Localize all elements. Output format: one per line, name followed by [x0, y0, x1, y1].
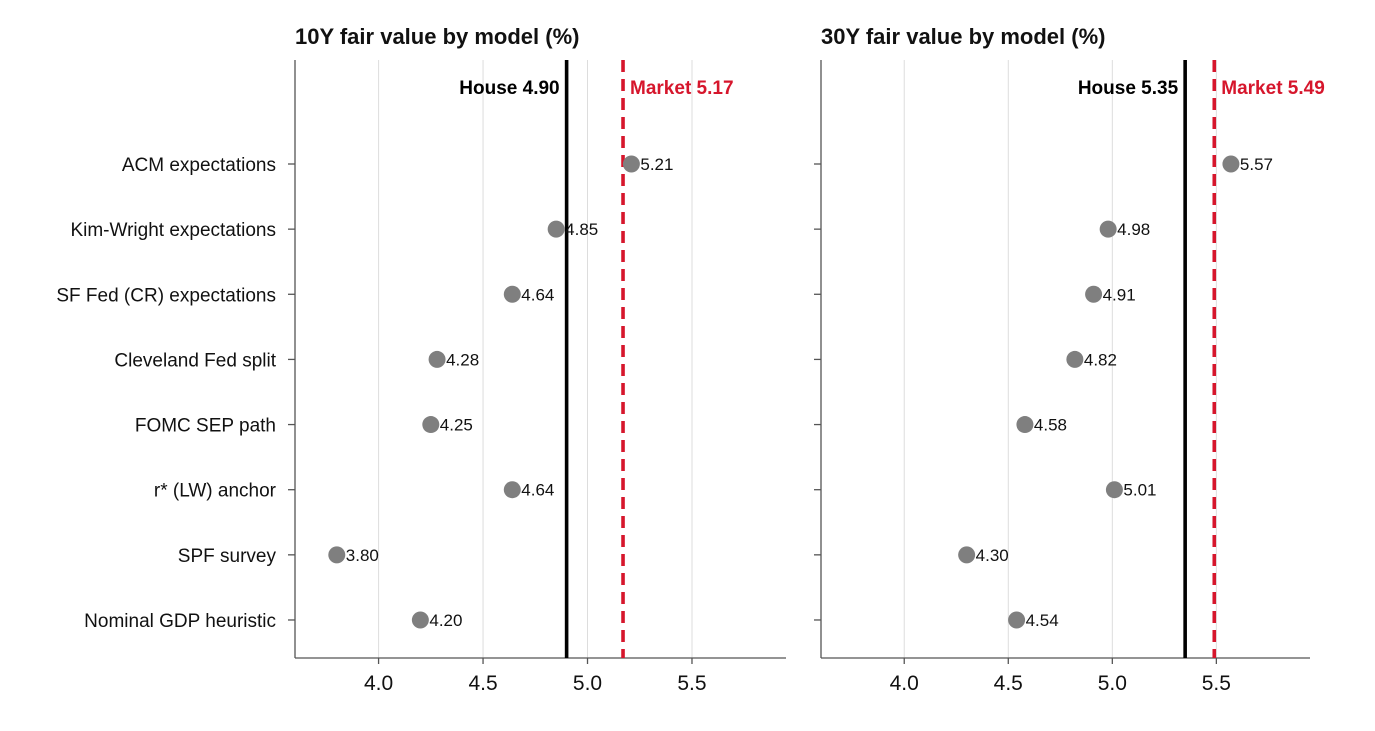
data-value-label: 5.21	[640, 155, 673, 174]
chart-title: 10Y fair value by model (%)	[295, 24, 579, 49]
data-value-label: 5.57	[1240, 155, 1273, 174]
data-point	[1066, 350, 1084, 368]
data-point	[328, 546, 346, 564]
category-label: Cleveland Fed split	[114, 350, 276, 371]
data-point	[1085, 285, 1103, 303]
x-tick-label: 5.0	[1098, 672, 1127, 695]
data-point	[428, 350, 446, 368]
data-point	[503, 481, 521, 499]
data-value-label: 4.64	[521, 481, 554, 500]
category-label: SPF survey	[178, 546, 277, 567]
data-point	[411, 611, 429, 629]
data-value-label: 5.01	[1123, 481, 1156, 500]
x-tick-label: 4.0	[364, 672, 393, 695]
data-value-label: 4.30	[976, 546, 1009, 565]
data-value-label: 4.20	[429, 611, 462, 630]
data-point	[547, 220, 565, 238]
category-label: r* (LW) anchor	[154, 481, 277, 502]
data-point	[958, 546, 976, 564]
data-point	[1016, 416, 1034, 434]
category-label: SF Fed (CR) expectations	[56, 285, 276, 306]
category-label: FOMC SEP path	[135, 416, 276, 437]
category-label: Kim-Wright expectations	[70, 220, 276, 241]
data-value-label: 4.58	[1034, 416, 1067, 435]
x-tick-label: 4.5	[468, 672, 497, 695]
data-point	[1222, 155, 1240, 173]
category-label: ACM expectations	[122, 155, 276, 176]
data-point	[1105, 481, 1123, 499]
data-value-label: 4.25	[440, 416, 473, 435]
data-value-label: 3.80	[346, 546, 379, 565]
x-tick-label: 5.5	[677, 672, 706, 695]
data-point	[503, 285, 521, 303]
data-value-label: 4.91	[1103, 285, 1136, 304]
data-value-label: 4.98	[1117, 220, 1150, 239]
data-value-label: 4.54	[1026, 611, 1059, 630]
market-reference-label: Market 5.49	[1221, 78, 1325, 99]
house-reference-label: House 4.90	[459, 78, 559, 99]
x-tick-label: 4.0	[890, 672, 919, 695]
chart-title: 30Y fair value by model (%)	[821, 24, 1105, 49]
data-point	[1008, 611, 1026, 629]
data-value-label: 4.82	[1084, 350, 1117, 369]
data-value-label: 4.85	[565, 220, 598, 239]
category-label: Nominal GDP heuristic	[84, 611, 276, 632]
x-tick-label: 4.5	[994, 672, 1023, 695]
data-value-label: 4.64	[521, 285, 554, 304]
data-point	[622, 155, 640, 173]
x-tick-label: 5.5	[1202, 672, 1231, 695]
data-point	[1099, 220, 1117, 238]
data-value-label: 4.28	[446, 350, 479, 369]
market-reference-label: Market 5.17	[630, 78, 734, 99]
house-reference-label: House 5.35	[1078, 78, 1179, 99]
x-tick-label: 5.0	[573, 672, 602, 695]
data-point	[422, 416, 440, 434]
